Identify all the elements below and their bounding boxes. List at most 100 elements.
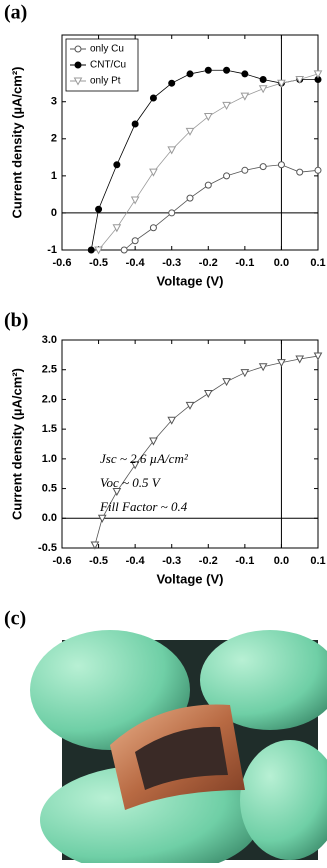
marker	[149, 94, 157, 102]
series-line	[123, 164, 319, 251]
y-axis-label: Current density (µA/cm²)	[9, 67, 24, 219]
marker	[167, 416, 177, 425]
marker	[167, 146, 177, 155]
x-tick-label: -0.5	[89, 555, 108, 567]
y-tick-label: 1.5	[42, 423, 57, 435]
photo	[30, 630, 327, 868]
y-tick-label: 1.0	[42, 453, 57, 465]
plot-frame	[61, 339, 319, 549]
y-tick-label: 2	[51, 133, 57, 145]
annotation: Jsc ~ 2.6 µA/cm²	[100, 451, 189, 466]
marker	[73, 77, 83, 86]
marker	[90, 541, 100, 550]
x-tick-label: -0.4	[126, 257, 146, 269]
marker	[241, 70, 249, 78]
marker	[112, 488, 122, 497]
marker	[240, 369, 250, 378]
marker	[186, 70, 194, 78]
x-tick-label: 0.0	[274, 257, 289, 269]
y-tick-label: -1	[47, 244, 57, 256]
series-line	[94, 355, 319, 546]
marker	[223, 172, 231, 180]
legend-label: only Pt	[90, 76, 121, 87]
marker	[204, 66, 212, 74]
marker	[314, 166, 322, 174]
x-axis-label: Voltage (V)	[157, 273, 224, 288]
marker	[186, 194, 194, 202]
marker	[277, 359, 286, 368]
marker	[94, 246, 103, 255]
x-tick-label: -0.2	[199, 257, 218, 269]
x-tick-label: 0.1	[310, 555, 325, 567]
marker	[204, 181, 212, 189]
marker	[277, 161, 285, 169]
marker	[241, 166, 249, 174]
series-line	[90, 69, 318, 251]
marker	[240, 92, 250, 101]
annotation: Voc ~ 0.5 V	[100, 475, 162, 490]
marker	[97, 514, 107, 523]
marker	[149, 437, 158, 446]
y-tick-label: -0.5	[38, 542, 57, 554]
plot-frame	[61, 34, 319, 251]
marker	[295, 355, 305, 364]
marker	[95, 205, 103, 213]
x-tick-label: 0.1	[310, 257, 325, 269]
y-tick-label: 2.5	[42, 364, 57, 376]
y-tick-label: 3.0	[42, 334, 57, 346]
x-tick-label: -0.3	[162, 555, 181, 567]
marker	[149, 168, 158, 177]
x-tick-label: -0.6	[53, 555, 72, 567]
marker	[149, 224, 157, 232]
y-tick-label: 0.5	[42, 482, 57, 494]
legend-label: only Cu	[90, 44, 124, 55]
x-tick-label: -0.5	[89, 257, 108, 269]
marker	[313, 352, 323, 361]
legend-label: CNT/Cu	[90, 60, 126, 71]
marker	[296, 168, 304, 176]
marker	[130, 196, 140, 205]
y-axis-label: Current density (µA/cm²)	[9, 368, 24, 520]
y-tick-label: 0	[51, 207, 57, 219]
annotation: Fill Factor ~ 0.4	[99, 499, 188, 514]
marker	[185, 127, 195, 136]
marker	[295, 75, 305, 85]
marker	[131, 120, 139, 128]
panel-label: (c)	[4, 608, 26, 630]
marker	[131, 237, 139, 245]
marker	[277, 79, 286, 88]
y-tick-label: 3	[51, 96, 57, 108]
marker	[258, 363, 268, 372]
marker	[222, 378, 231, 387]
marker	[168, 209, 176, 217]
panel-label: (b)	[4, 310, 28, 332]
x-tick-label: -0.4	[126, 555, 146, 567]
marker	[203, 389, 213, 399]
marker	[112, 224, 122, 233]
marker	[130, 461, 140, 470]
marker	[185, 401, 195, 410]
marker	[87, 246, 95, 254]
marker	[113, 161, 121, 169]
marker	[259, 163, 267, 171]
marker	[222, 101, 231, 110]
marker	[258, 85, 268, 94]
x-axis-label: Voltage (V)	[157, 571, 224, 586]
y-tick-label: 0.0	[42, 512, 57, 524]
marker	[313, 70, 323, 79]
x-tick-label: -0.2	[199, 555, 218, 567]
marker	[74, 45, 82, 53]
marker	[120, 246, 128, 254]
marker	[223, 66, 231, 74]
x-tick-label: -0.3	[162, 257, 181, 269]
marker	[74, 61, 82, 69]
x-tick-label: 0.0	[274, 555, 289, 567]
y-tick-label: 2.0	[42, 393, 57, 405]
x-tick-label: -0.1	[235, 555, 254, 567]
marker	[168, 79, 176, 87]
marker	[259, 75, 267, 83]
marker	[203, 113, 213, 122]
x-tick-label: -0.6	[53, 257, 72, 269]
panel-label: (a)	[4, 2, 27, 24]
